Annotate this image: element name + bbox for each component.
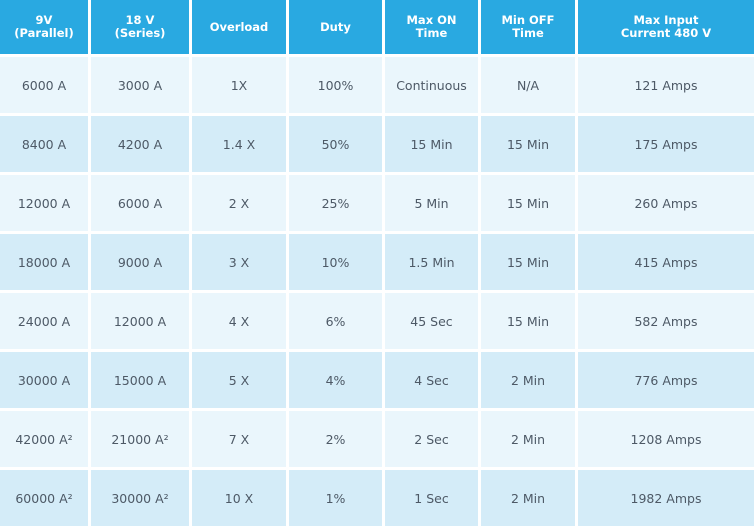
table-cell: 30000 A <box>0 352 88 408</box>
table-cell: 2 X <box>192 175 286 231</box>
table-cell: 15000 A <box>91 352 189 408</box>
table-cell: 5 Min <box>385 175 478 231</box>
table-cell: 7 X <box>192 411 286 467</box>
column-header: Duty <box>289 0 382 54</box>
table-cell: 30000 A² <box>91 470 189 526</box>
table-cell: 2% <box>289 411 382 467</box>
table-cell: 3000 A <box>91 57 189 113</box>
table-cell: 24000 A <box>0 293 88 349</box>
table-cell: 4200 A <box>91 116 189 172</box>
header-row: 9V (Parallel) 18 V (Series) Overload Duty Max … <box>0 0 754 54</box>
table-cell: 776 Amps <box>578 352 754 408</box>
column-header: Overload <box>192 0 286 54</box>
table-row: 60000 A² 30000 A² 10 X 1% 1 Sec 2 Min 1982 Amp… <box>0 470 754 526</box>
table-cell: 6000 A <box>0 57 88 113</box>
table-cell: 12000 A <box>91 293 189 349</box>
table-cell: 582 Amps <box>578 293 754 349</box>
table-cell: 9000 A <box>91 234 189 290</box>
header-text: (Series) <box>114 26 166 40</box>
header-text: Max ON <box>406 13 457 27</box>
header-text: Min OFF <box>501 13 555 27</box>
table-cell: 10% <box>289 234 382 290</box>
table-cell: 1.5 Min <box>385 234 478 290</box>
header-text: Time <box>415 26 448 40</box>
table-cell: 15 Min <box>481 293 575 349</box>
table-cell: 4 X <box>192 293 286 349</box>
table-cell: 4 Sec <box>385 352 478 408</box>
table-cell: 1.4 X <box>192 116 286 172</box>
table-cell: 1208 Amps <box>578 411 754 467</box>
table-cell: 175 Amps <box>578 116 754 172</box>
table-cell: 15 Min <box>481 175 575 231</box>
header-text: Overload <box>209 19 269 34</box>
column-header: Max Input Current 480 V <box>578 0 754 54</box>
table-cell: 50% <box>289 116 382 172</box>
table-cell: 2 Sec <box>385 411 478 467</box>
header-text: (Parallel) <box>14 26 74 40</box>
header-text: Max Input <box>633 13 699 27</box>
table-cell: 5 X <box>192 352 286 408</box>
table-cell: 6000 A <box>91 175 189 231</box>
table-cell: 121 Amps <box>578 57 754 113</box>
table-cell: 21000 A² <box>91 411 189 467</box>
table-cell: 1X <box>192 57 286 113</box>
table-cell: 4% <box>289 352 382 408</box>
header-text: 9V <box>35 13 53 27</box>
table-cell: 60000 A² <box>0 470 88 526</box>
table-row: 8400 A 4200 A 1.4 X 50% 15 Min 15 Min 175 Amps <box>0 116 754 172</box>
table-cell: 18000 A <box>0 234 88 290</box>
header-text: 18 V <box>125 13 155 27</box>
table-cell: 3 X <box>192 234 286 290</box>
table-cell: 1% <box>289 470 382 526</box>
table-cell: 45 Sec <box>385 293 478 349</box>
column-header: Max ON Time <box>385 0 478 54</box>
column-header: 18 V (Series) <box>91 0 189 54</box>
table-cell: 2 Min <box>481 411 575 467</box>
table-cell: 1 Sec <box>385 470 478 526</box>
table-cell: Continuous <box>385 57 478 113</box>
table-cell: 8400 A <box>0 116 88 172</box>
table-cell: 415 Amps <box>578 234 754 290</box>
header-text: Duty <box>320 19 351 34</box>
table-cell: 15 Min <box>385 116 478 172</box>
column-header: 9V (Parallel) <box>0 0 88 54</box>
table-cell: 1982 Amps <box>578 470 754 526</box>
table-cell: 6% <box>289 293 382 349</box>
table-cell: 15 Min <box>481 234 575 290</box>
table-cell: 25% <box>289 175 382 231</box>
table-cell: 2 Min <box>481 352 575 408</box>
column-header: Min OFF Time <box>481 0 575 54</box>
table-row: 6000 A 3000 A 1X 100% Continuous N/A 121 Amps <box>0 57 754 113</box>
table-cell: 42000 A² <box>0 411 88 467</box>
table-cell: 100% <box>289 57 382 113</box>
table-cell: N/A <box>481 57 575 113</box>
header-text: Current 480 V <box>620 26 712 40</box>
table-row: 42000 A² 21000 A² 7 X 2% 2 Sec 2 Min 1208 Amps <box>0 411 754 467</box>
table-cell: 260 Amps <box>578 175 754 231</box>
header-text: Time <box>512 26 544 40</box>
table-cell: 12000 A <box>0 175 88 231</box>
table-cell: 2 Min <box>481 470 575 526</box>
table-cell: 15 Min <box>481 116 575 172</box>
table-cell: 10 X <box>192 470 286 526</box>
